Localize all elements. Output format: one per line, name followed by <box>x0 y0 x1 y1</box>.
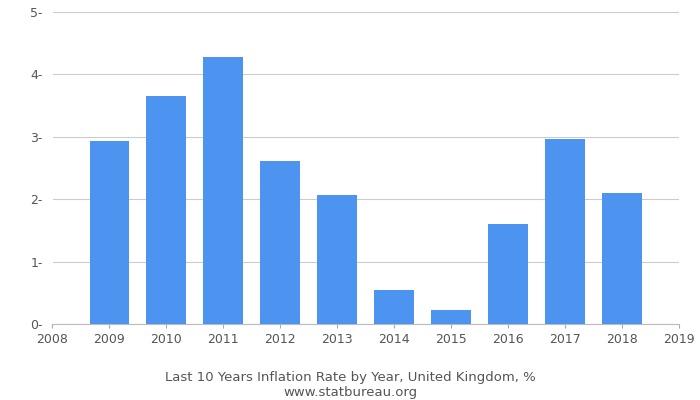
Bar <box>374 290 414 324</box>
Bar <box>260 160 300 324</box>
Bar <box>146 96 186 324</box>
Text: Last 10 Years Inflation Rate by Year, United Kingdom, %: Last 10 Years Inflation Rate by Year, Un… <box>164 372 536 384</box>
Bar <box>204 57 244 324</box>
Bar <box>431 310 471 324</box>
Text: www.statbureau.org: www.statbureau.org <box>283 386 417 399</box>
Bar <box>602 193 642 324</box>
Bar <box>90 141 130 324</box>
Bar <box>488 224 528 324</box>
Bar <box>317 195 357 324</box>
Bar <box>545 139 585 324</box>
